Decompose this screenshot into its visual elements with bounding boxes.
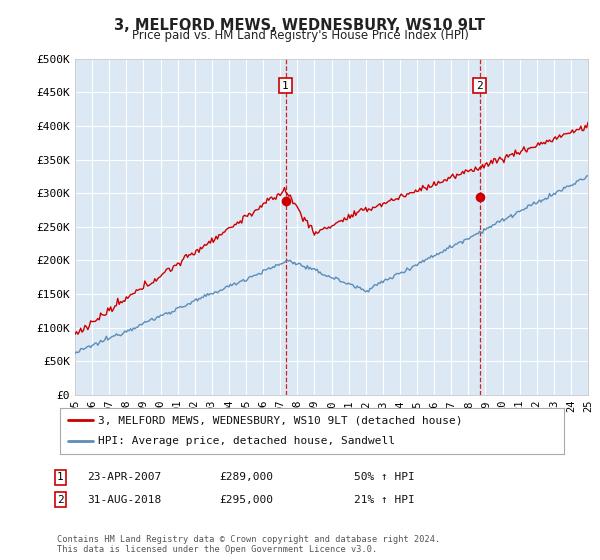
Text: £295,000: £295,000	[219, 494, 273, 505]
Text: 2: 2	[57, 494, 64, 505]
Text: 2: 2	[476, 81, 483, 91]
Text: 3, MELFORD MEWS, WEDNESBURY, WS10 9LT: 3, MELFORD MEWS, WEDNESBURY, WS10 9LT	[115, 18, 485, 33]
Text: 23-APR-2007: 23-APR-2007	[87, 472, 161, 482]
Text: 3, MELFORD MEWS, WEDNESBURY, WS10 9LT (detached house): 3, MELFORD MEWS, WEDNESBURY, WS10 9LT (d…	[98, 415, 463, 425]
Text: 31-AUG-2018: 31-AUG-2018	[87, 494, 161, 505]
Text: £289,000: £289,000	[219, 472, 273, 482]
Text: Contains HM Land Registry data © Crown copyright and database right 2024.
This d: Contains HM Land Registry data © Crown c…	[57, 535, 440, 554]
Text: 1: 1	[57, 472, 64, 482]
Text: HPI: Average price, detached house, Sandwell: HPI: Average price, detached house, Sand…	[98, 436, 395, 446]
Text: Price paid vs. HM Land Registry's House Price Index (HPI): Price paid vs. HM Land Registry's House …	[131, 29, 469, 42]
Text: 1: 1	[282, 81, 289, 91]
Text: 21% ↑ HPI: 21% ↑ HPI	[354, 494, 415, 505]
Text: 50% ↑ HPI: 50% ↑ HPI	[354, 472, 415, 482]
